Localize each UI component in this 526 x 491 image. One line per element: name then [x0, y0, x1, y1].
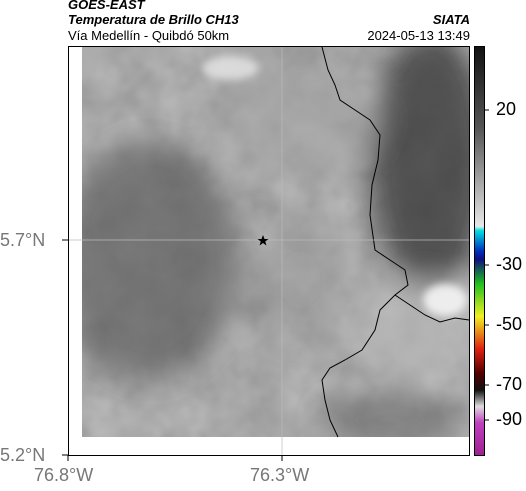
agency: SIATA [432, 12, 470, 27]
source: GOES-EAST [68, 0, 145, 12]
lat-label: 5.2°N [0, 445, 46, 465]
satellite-image [82, 47, 469, 437]
colorbar [474, 46, 485, 456]
map-frame [68, 46, 470, 456]
lon-label: 76.8°W [34, 465, 94, 485]
colorbar-label: -70 [496, 374, 523, 394]
timestamp: 2024-05-13 13:49 [367, 28, 470, 43]
lon-label: 76.3°W [250, 465, 310, 485]
borders [321, 46, 470, 438]
colorbar-label: -50 [496, 314, 523, 334]
cloud-shading [82, 47, 469, 437]
colorbar-label: 20 [496, 99, 517, 119]
colorbar-label: -30 [496, 254, 523, 274]
title: Temperatura de Brillo CH13 [68, 12, 239, 27]
subtitle: Vía Medellín - Quibdó 50km [68, 28, 230, 43]
colorbar-ticks [484, 109, 489, 421]
colorbar-label: -90 [496, 409, 523, 429]
location-marker [257, 235, 269, 246]
lat-label: 5.7°N [0, 230, 46, 250]
